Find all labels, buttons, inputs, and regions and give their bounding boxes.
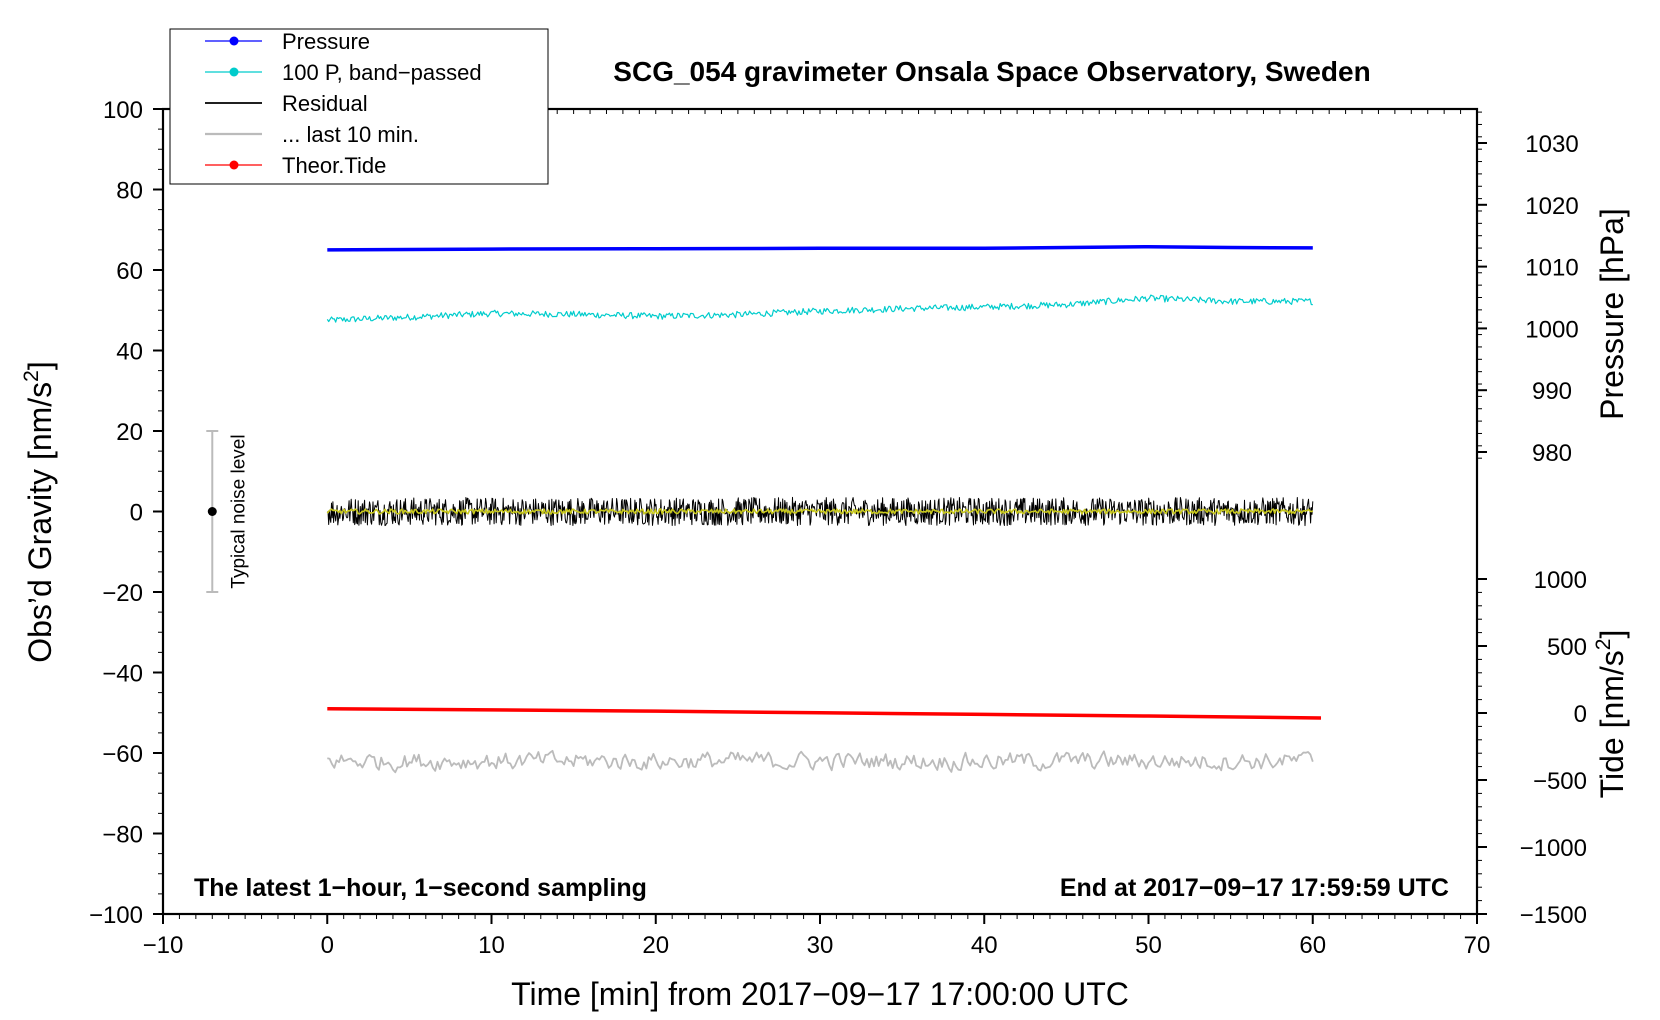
pressure-axis-label: Pressure [hPa] <box>1594 208 1630 420</box>
tide-tick-label: 0 <box>1574 701 1587 728</box>
x-tick-label: 50 <box>1135 932 1162 959</box>
x-tick-label: 30 <box>807 932 834 959</box>
note-end-time: End at 2017−09−17 17:59:59 UTC <box>1060 874 1449 902</box>
series-theor-tide <box>327 706 1322 720</box>
legend-box <box>169 28 549 185</box>
pressure-tick-label: 980 <box>1532 440 1572 467</box>
x-axis-label: Time [min] from 2017−09−17 17:00:00 UTC <box>511 976 1129 1012</box>
tide-tick-label: 1000 <box>1534 567 1587 594</box>
legend-label: Theor.Tide <box>282 153 386 178</box>
x-tick-label: 60 <box>1299 932 1326 959</box>
y-tick-label: −40 <box>102 661 143 688</box>
series-residual-smoothed <box>326 508 1314 515</box>
pressure-tick-label: 1020 <box>1525 193 1578 220</box>
x-tick-label: 10 <box>478 932 505 959</box>
y-tick-label: 60 <box>116 258 143 285</box>
x-tick-label: 0 <box>321 932 334 959</box>
chart-title: SCG_054 gravimeter Onsala Space Observat… <box>613 56 1370 87</box>
axis-ticks: −10 0 10 20 30 40 50 60 70−100−80−60−40−20020406… <box>89 97 1587 959</box>
x-tick-label: −10 <box>143 932 184 959</box>
noise-center-dot <box>207 507 217 516</box>
x-tick-label: 70 <box>1464 932 1491 959</box>
noise-indicator: Typical noise level <box>206 430 249 593</box>
legend-marker <box>229 36 239 46</box>
pressure-tick-label: 1000 <box>1525 316 1578 343</box>
left-axis-label: Obs’d Gravity [nm/s2] <box>20 361 58 663</box>
series-pressure <box>327 244 1313 252</box>
y-tick-label: 100 <box>103 97 143 124</box>
pressure-tick-label: 1030 <box>1525 131 1578 158</box>
legend-label: ... last 10 min. <box>282 122 419 147</box>
series-layer <box>326 244 1322 774</box>
note-sampling: The latest 1−hour, 1−second sampling <box>194 874 647 902</box>
x-tick-label: 40 <box>971 932 998 959</box>
y-tick-label: −20 <box>102 580 143 607</box>
series--last-10-min <box>327 749 1314 774</box>
series-100-p-band-passed <box>326 294 1313 323</box>
legend-marker <box>229 160 239 170</box>
y-tick-label: 0 <box>130 500 143 527</box>
pressure-tick-label: 990 <box>1532 378 1572 405</box>
legend-label: Residual <box>282 91 368 116</box>
legend-marker <box>229 67 239 77</box>
y-tick-label: −100 <box>89 902 143 929</box>
y-tick-label: 20 <box>116 419 143 446</box>
tide-tick-label: −1000 <box>1520 835 1587 862</box>
tide-tick-label: −1500 <box>1520 902 1587 929</box>
y-tick-label: 80 <box>116 178 143 205</box>
pressure-tick-label: 1010 <box>1525 255 1578 282</box>
tide-axis-label: Tide [nm/s2] <box>1592 630 1630 799</box>
y-tick-label: −60 <box>102 741 143 768</box>
y-tick-label: 40 <box>116 339 143 366</box>
tide-tick-label: −500 <box>1533 768 1587 795</box>
tide-tick-label: 500 <box>1547 634 1587 661</box>
legend-label: Pressure <box>282 29 370 54</box>
x-tick-label: 20 <box>642 932 669 959</box>
y-tick-label: −80 <box>102 822 143 849</box>
legend-label: 100 P, band−passed <box>282 60 482 85</box>
legend: Pressure 100 P, band−passed Residual ... la… <box>169 28 549 185</box>
noise-label: Typical noise level <box>228 434 249 588</box>
